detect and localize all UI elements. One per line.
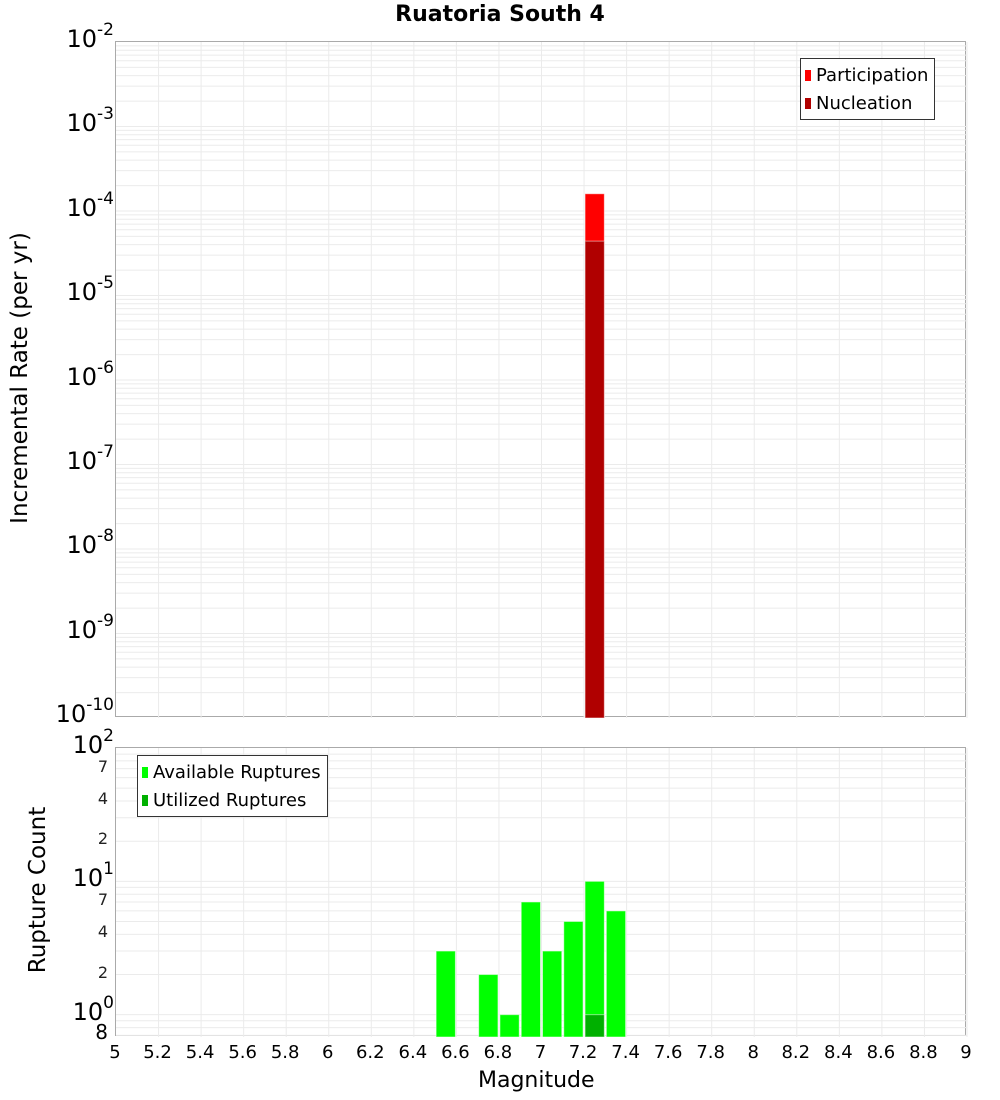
rate-y-tick-label: 10-5 bbox=[66, 273, 115, 307]
count-y-tick-label: 8 bbox=[95, 1019, 108, 1044]
magnitude-x-tick-label: 8.4 bbox=[824, 1042, 853, 1063]
bar-available-ruptures bbox=[520, 901, 542, 1038]
magnitude-x-tick-label: 7.4 bbox=[611, 1042, 640, 1063]
rate-y-axis-title: Incremental Rate (per yr) bbox=[7, 232, 33, 524]
rate-y-tick-label: 10-10 bbox=[55, 695, 114, 728]
legend-label-utilized: Utilized Ruptures bbox=[153, 789, 307, 811]
magnitude-x-tick-label: 7.8 bbox=[696, 1042, 725, 1063]
magnitude-x-tick-label: 6 bbox=[322, 1042, 334, 1063]
rate-y-tick-label: 10-7 bbox=[66, 441, 115, 475]
rate-y-tick-label: 10-4 bbox=[66, 188, 115, 222]
rate-y-tick-label: 10-8 bbox=[66, 526, 115, 560]
legend-label-available: Available Ruptures bbox=[153, 761, 321, 783]
legend-label-participation: Participation bbox=[816, 64, 929, 86]
magnitude-x-tick-label: 6.8 bbox=[483, 1042, 513, 1063]
magnitude-x-axis-title: Magnitude bbox=[478, 1068, 595, 1093]
count-plot-area: Available Ruptures Utilized Ruptures bbox=[115, 747, 968, 1038]
bar-available-ruptures bbox=[605, 910, 627, 1038]
bar-available-ruptures bbox=[478, 974, 499, 1038]
bar-available-ruptures bbox=[435, 950, 456, 1038]
chart-title: Ruatoria South 4 bbox=[395, 2, 605, 27]
count-y-tick-label: 101 bbox=[72, 859, 114, 893]
magnitude-x-tick-label: 5.8 bbox=[270, 1042, 300, 1063]
legend-label-nucleation: Nucleation bbox=[816, 92, 913, 114]
count-y-tick-label: 100 bbox=[72, 992, 114, 1026]
magnitude-x-tick-label: 6.6 bbox=[441, 1042, 470, 1063]
participation-swatch bbox=[805, 69, 811, 81]
count-y-tick-label: 102 bbox=[72, 726, 114, 759]
rate-y-tick-label: 10-2 bbox=[66, 20, 115, 53]
legend-item-utilized: Utilized Ruptures bbox=[142, 786, 321, 814]
magnitude-x-tick-label: 8 bbox=[747, 1042, 759, 1063]
magnitude-x-tick-label: 7 bbox=[534, 1042, 547, 1063]
magnitude-x-tick-label: 5.4 bbox=[185, 1042, 215, 1063]
bar-utilized-ruptures bbox=[584, 1014, 605, 1038]
count-y-tick-label: 7 bbox=[97, 889, 108, 909]
rate-y-tick-label: 10-3 bbox=[66, 104, 115, 138]
magnitude-x-tick-label: 5 bbox=[109, 1042, 121, 1063]
rate-legend: Participation Nucleation bbox=[800, 58, 936, 120]
legend-item-participation: Participation bbox=[805, 61, 928, 89]
count-y-tick-label: 4 bbox=[97, 922, 108, 942]
magnitude-x-tick-label: 7.2 bbox=[568, 1042, 598, 1063]
bar-available-ruptures bbox=[542, 950, 563, 1038]
count-legend: Available Ruptures Utilized Ruptures bbox=[137, 755, 328, 817]
available-swatch bbox=[142, 766, 148, 778]
count-y-tick-label: 2 bbox=[97, 962, 108, 982]
magnitude-x-tick-label: 8.8 bbox=[909, 1042, 938, 1063]
magnitude-x-tick-label: 5.6 bbox=[228, 1042, 257, 1063]
bar-nucleation bbox=[584, 240, 605, 719]
rate-plot-svg bbox=[116, 42, 968, 719]
magnitude-x-tick-label: 6.2 bbox=[355, 1042, 385, 1063]
count-plot-svg bbox=[116, 748, 968, 1038]
count-y-tick-label: 7 bbox=[97, 756, 108, 776]
magnitude-x-tick-label: 7.6 bbox=[653, 1042, 683, 1063]
magnitude-x-tick-label: 8.2 bbox=[781, 1042, 811, 1063]
magnitude-x-tick-label: 6.4 bbox=[398, 1042, 428, 1063]
utilized-swatch bbox=[142, 794, 148, 806]
count-y-axis-title: Rupture Count bbox=[25, 806, 51, 974]
rate-y-tick-label: 10-9 bbox=[66, 610, 115, 644]
nucleation-swatch bbox=[805, 97, 811, 109]
rate-plot-area: Participation Nucleation bbox=[115, 41, 968, 719]
magnitude-x-tick-label: 9 bbox=[960, 1042, 972, 1063]
legend-item-available: Available Ruptures bbox=[142, 758, 321, 786]
legend-item-nucleation: Nucleation bbox=[805, 89, 928, 117]
bar-available-ruptures bbox=[499, 1014, 520, 1038]
count-y-tick-label: 4 bbox=[97, 789, 108, 809]
bar-available-ruptures bbox=[584, 880, 605, 1038]
rate-y-tick-label: 10-6 bbox=[66, 357, 115, 391]
magnitude-x-tick-label: 8.6 bbox=[866, 1042, 896, 1063]
magnitude-x-tick-label: 5.2 bbox=[143, 1042, 172, 1063]
bar-available-ruptures bbox=[563, 920, 584, 1038]
count-y-tick-label: 2 bbox=[97, 829, 108, 849]
